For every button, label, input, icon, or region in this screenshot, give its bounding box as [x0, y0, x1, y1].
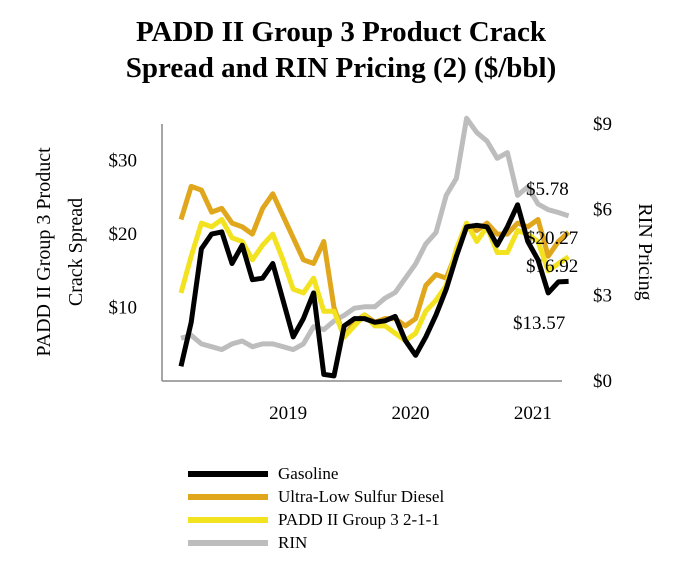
- chart-title-line-1: PADD II Group 3 Product Crack: [135, 16, 547, 48]
- left-axis-title-line-1: PADD II Group 3 Product: [33, 147, 55, 357]
- left-y-tick-label: $10: [109, 298, 138, 319]
- legend: Gasoline Ultra-Low Sulfur Diesel PADD II…: [188, 462, 444, 554]
- legend-item-gasoline: Gasoline: [188, 462, 444, 485]
- right-y-tick-label: $6: [593, 200, 612, 221]
- end-label-rin: $5.78: [526, 179, 569, 200]
- legend-label-2-1-1: PADD II Group 3 2-1-1: [278, 510, 440, 529]
- right-axis-title: RIN Pricing: [634, 203, 656, 300]
- x-tick-label: 2021: [514, 403, 552, 424]
- x-tick-label: 2019: [269, 403, 307, 424]
- legend-swatch-diesel: [188, 493, 268, 500]
- right-y-tick-labels: $0 $3 $6 $9: [593, 114, 612, 392]
- legend-item-2-1-1: PADD II Group 3 2-1-1: [188, 508, 444, 531]
- series-line-2-1-1: [178, 217, 570, 344]
- legend-item-rin: RIN: [188, 531, 444, 554]
- x-tick-label: 2020: [392, 403, 430, 424]
- left-y-tick-label: $30: [109, 151, 138, 172]
- series-line-diesel: [178, 183, 571, 340]
- legend-swatch-2-1-1: [188, 516, 268, 523]
- end-label-gasoline: $13.57: [513, 313, 565, 334]
- x-tick-labels: 2019 2020 2021: [269, 403, 552, 424]
- chart-title: PADD II Group 3 Product Crack Spread and…: [0, 14, 682, 86]
- legend-label-diesel: Ultra-Low Sulfur Diesel: [278, 487, 445, 506]
- legend-swatch-rin: [188, 539, 268, 546]
- left-y-tick-labels: $10 $20 $30: [109, 151, 138, 319]
- left-y-tick-label: $20: [109, 224, 138, 245]
- legend-swatch-gasoline: [188, 470, 268, 477]
- series-lines: [178, 115, 571, 379]
- right-y-tick-label: $0: [593, 371, 612, 392]
- series-line-rin: [180, 115, 570, 353]
- legend-item-diesel: Ultra-Low Sulfur Diesel: [188, 485, 444, 508]
- end-label-diesel: $20.27: [526, 228, 578, 249]
- end-label-2-1-1: $16.92: [526, 256, 578, 277]
- legend-label-rin: RIN: [278, 533, 308, 552]
- right-y-tick-label: $9: [593, 114, 612, 135]
- series-line-gasoline: [178, 202, 569, 379]
- left-axis-title-line-2: Crack Spread: [65, 198, 87, 306]
- legend-label-gasoline: Gasoline: [278, 464, 339, 483]
- chart-title-line-2: Spread and RIN Pricing (2) ($/bbl): [125, 52, 557, 84]
- right-y-tick-label: $3: [593, 285, 612, 306]
